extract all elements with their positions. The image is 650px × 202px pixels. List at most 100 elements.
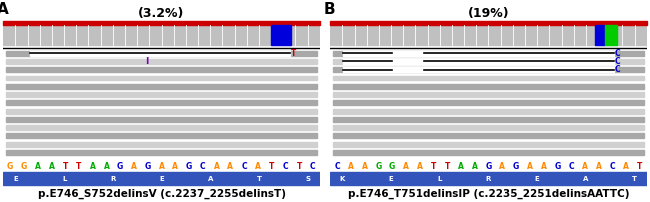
Bar	[6, 150, 317, 155]
Text: A: A	[348, 162, 354, 171]
Text: T: T	[637, 162, 643, 171]
Text: A: A	[458, 162, 464, 171]
Text: T: T	[291, 49, 296, 58]
Bar	[605, 25, 617, 45]
Text: T: T	[256, 176, 261, 182]
Bar	[330, 25, 647, 45]
Text: C: C	[610, 162, 615, 171]
Text: G: G	[486, 162, 491, 171]
Bar	[595, 25, 605, 45]
Text: G: G	[145, 162, 151, 171]
Text: C: C	[615, 65, 621, 74]
Bar	[330, 172, 647, 185]
Text: C: C	[310, 162, 316, 171]
Bar	[333, 142, 644, 147]
Text: G: G	[21, 162, 27, 171]
Text: A: A	[403, 162, 409, 171]
Bar	[333, 59, 644, 64]
Bar	[343, 51, 614, 56]
Text: B: B	[324, 2, 335, 17]
Text: A: A	[582, 162, 588, 171]
Text: C: C	[200, 162, 205, 171]
Bar	[333, 100, 644, 105]
Text: S: S	[305, 176, 310, 182]
Bar	[6, 67, 317, 72]
Text: A: A	[131, 162, 137, 171]
Text: A: A	[472, 162, 478, 171]
Text: A: A	[583, 176, 588, 182]
Bar	[6, 59, 317, 64]
Bar	[333, 92, 644, 97]
Bar	[333, 67, 644, 72]
Text: K: K	[340, 176, 345, 182]
Text: G: G	[554, 162, 560, 171]
Text: A: A	[623, 162, 629, 171]
Bar	[6, 142, 317, 147]
Text: I: I	[146, 57, 149, 66]
Text: G: G	[375, 162, 382, 171]
Text: A: A	[595, 162, 601, 171]
Text: A: A	[103, 162, 109, 171]
Bar	[330, 21, 647, 25]
Text: T: T	[62, 162, 68, 171]
Text: C: C	[615, 57, 621, 66]
Bar	[30, 51, 290, 56]
Text: (3.2%): (3.2%)	[138, 7, 185, 20]
Bar	[6, 133, 317, 138]
Text: R: R	[110, 176, 116, 182]
Text: T: T	[632, 176, 637, 182]
Bar	[6, 117, 317, 122]
Text: T: T	[431, 162, 436, 171]
Text: G: G	[186, 162, 192, 171]
Text: E: E	[389, 176, 393, 182]
Bar	[6, 84, 317, 89]
Text: A: A	[527, 162, 533, 171]
Text: A: A	[417, 162, 423, 171]
Text: R: R	[486, 176, 491, 182]
Bar	[6, 92, 317, 97]
Text: E: E	[535, 176, 539, 182]
Bar	[333, 109, 644, 114]
Text: T: T	[445, 162, 450, 171]
Bar	[6, 100, 317, 105]
Text: A: A	[172, 162, 178, 171]
Text: T: T	[76, 162, 82, 171]
Text: p.E746_S752delinsV (c.2237_2255delinsT): p.E746_S752delinsV (c.2237_2255delinsT)	[38, 189, 285, 199]
Text: A: A	[255, 162, 261, 171]
Text: A: A	[227, 162, 233, 171]
Text: (19%): (19%)	[467, 7, 510, 20]
Text: C: C	[568, 162, 574, 171]
Text: A: A	[159, 162, 164, 171]
Text: C: C	[334, 162, 340, 171]
Text: A: A	[90, 162, 96, 171]
Text: p.E746_T751delinsIP (c.2235_2251delinsAATTC): p.E746_T751delinsIP (c.2235_2251delinsAA…	[348, 189, 629, 199]
Text: T: T	[269, 162, 274, 171]
Bar	[343, 59, 614, 64]
Text: A: A	[0, 2, 8, 17]
Bar	[333, 150, 644, 155]
Bar	[271, 25, 291, 45]
Text: A: A	[361, 162, 367, 171]
Bar	[333, 117, 644, 122]
Text: L: L	[437, 176, 442, 182]
Text: G: G	[389, 162, 395, 171]
Text: G: G	[7, 162, 13, 171]
Text: L: L	[62, 176, 66, 182]
Text: G: G	[117, 162, 124, 171]
Bar	[333, 51, 644, 56]
Text: A: A	[49, 162, 55, 171]
Bar	[6, 109, 317, 114]
Bar	[333, 76, 644, 81]
Text: A: A	[207, 176, 213, 182]
Bar	[333, 125, 644, 130]
Text: G: G	[513, 162, 519, 171]
Text: E: E	[13, 176, 18, 182]
Text: A: A	[34, 162, 40, 171]
Bar	[343, 67, 614, 72]
Bar	[3, 21, 320, 25]
Bar	[333, 84, 644, 89]
Bar	[3, 25, 320, 45]
Text: C: C	[241, 162, 247, 171]
Text: A: A	[499, 162, 505, 171]
Text: A: A	[541, 162, 547, 171]
